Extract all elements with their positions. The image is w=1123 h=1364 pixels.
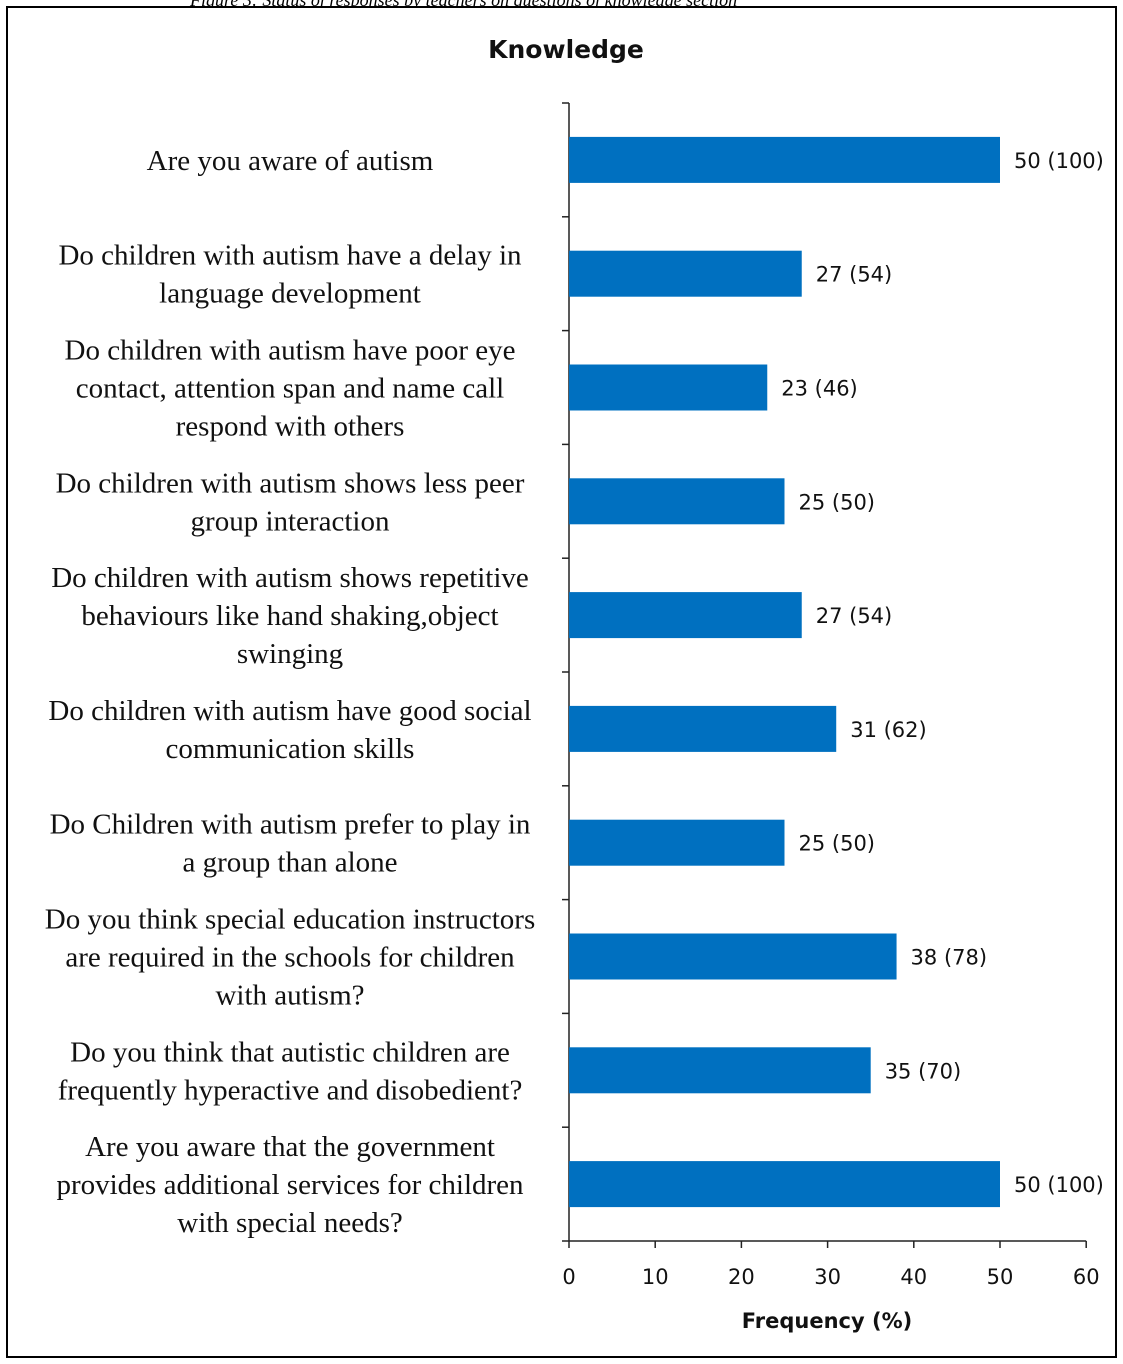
category-label-line: communication skills: [166, 733, 415, 765]
category-label: Do children with autism have poor eye con…: [65, 335, 516, 443]
category-labels: Are you aware of autism Do children with …: [45, 145, 535, 1239]
category-label-line: contact, attention span and name call: [76, 373, 504, 405]
x-tick-label: 30: [814, 1265, 841, 1289]
data-label: 23 (46): [781, 377, 858, 401]
data-label: 35 (70): [885, 1059, 962, 1083]
x-tick-label: 40: [900, 1265, 927, 1289]
bar: [569, 705, 837, 752]
chart-frame: [6, 6, 1117, 1358]
x-axis-title: Frequency (%): [742, 1309, 912, 1333]
bar: [569, 364, 768, 411]
chart-title: Knowledge: [488, 35, 644, 64]
bar: [569, 933, 897, 980]
category-label: Do children with autism have a delay in l…: [58, 240, 522, 310]
category-label-line: Are you aware that the government: [85, 1131, 495, 1163]
category-label: Are you aware of autism: [147, 145, 434, 177]
data-label: 27 (54): [816, 604, 893, 628]
category-label-line: group interaction: [191, 505, 390, 537]
category-label: Do children with autism shows less peer g…: [56, 467, 525, 537]
data-label: 25 (50): [799, 832, 876, 856]
data-label: 27 (54): [816, 263, 893, 287]
category-label-line: behaviours like hand shaking,object: [81, 600, 498, 632]
bar: [569, 478, 785, 525]
category-label-line: Do children with autism shows less peer: [56, 467, 525, 499]
x-tick-label: 10: [642, 1265, 669, 1289]
x-tick-label: 20: [728, 1265, 755, 1289]
category-label-line: Do children with autism have good social: [48, 695, 531, 727]
category-label-line: Do children with autism have a delay in: [58, 240, 522, 272]
bar: [569, 1161, 1000, 1208]
bar: [569, 1047, 871, 1094]
category-label-line: Do children with autism shows repetitive: [51, 562, 529, 594]
data-label: 38 (78): [911, 946, 988, 970]
category-label-line: Do Children with autism prefer to play i…: [50, 809, 531, 841]
category-label-line: provides additional services for childre…: [56, 1169, 524, 1201]
category-label: Do you think that autistic children are f…: [58, 1036, 523, 1106]
x-tick-label: 50: [987, 1265, 1014, 1289]
category-label-line: Do you think special education instructo…: [45, 904, 535, 936]
category-label-line: swinging: [237, 638, 343, 670]
bar: [569, 819, 785, 866]
category-label: Do you think special education instructo…: [45, 904, 535, 1012]
category-label-line: Do you think that autistic children are: [70, 1036, 510, 1068]
bar: [569, 136, 1000, 183]
caption-fragment: Figure 3: Status of responses by teacher…: [0, 0, 1123, 8]
bar: [569, 592, 802, 639]
category-label-line: Are you aware of autism: [147, 145, 434, 177]
caption-text: Figure 3: Status of responses by teacher…: [190, 0, 737, 8]
category-label-line: with autism?: [215, 980, 364, 1012]
data-label: 31 (62): [850, 718, 927, 742]
x-tick-label: 60: [1073, 1265, 1100, 1289]
data-label: 50 (100): [1014, 149, 1104, 173]
bars: 50 (100) 27 (54) 23 (46) 25 (50) 27 (54) 31 (…: [569, 136, 1104, 1208]
x-tick-label: 0: [562, 1265, 575, 1289]
category-label-line: are required in the schools for children: [65, 942, 515, 974]
category-label-line: a group than alone: [182, 847, 397, 879]
data-label: 50 (100): [1014, 1173, 1104, 1197]
category-label-line: Do children with autism have poor eye: [65, 335, 516, 367]
category-label-line: respond with others: [176, 411, 405, 443]
category-label: Do children with autism have good social…: [48, 695, 531, 765]
category-label: Are you aware that the government provide…: [56, 1131, 524, 1239]
bar: [569, 250, 802, 297]
category-label: Do Children with autism prefer to play i…: [50, 809, 531, 879]
category-label-line: with special needs?: [177, 1207, 402, 1239]
category-label: Do children with autism shows repetitive…: [51, 562, 529, 670]
category-label-line: language development: [159, 278, 421, 310]
category-label-line: frequently hyperactive and disobedient?: [58, 1074, 523, 1106]
data-label: 25 (50): [799, 490, 876, 514]
